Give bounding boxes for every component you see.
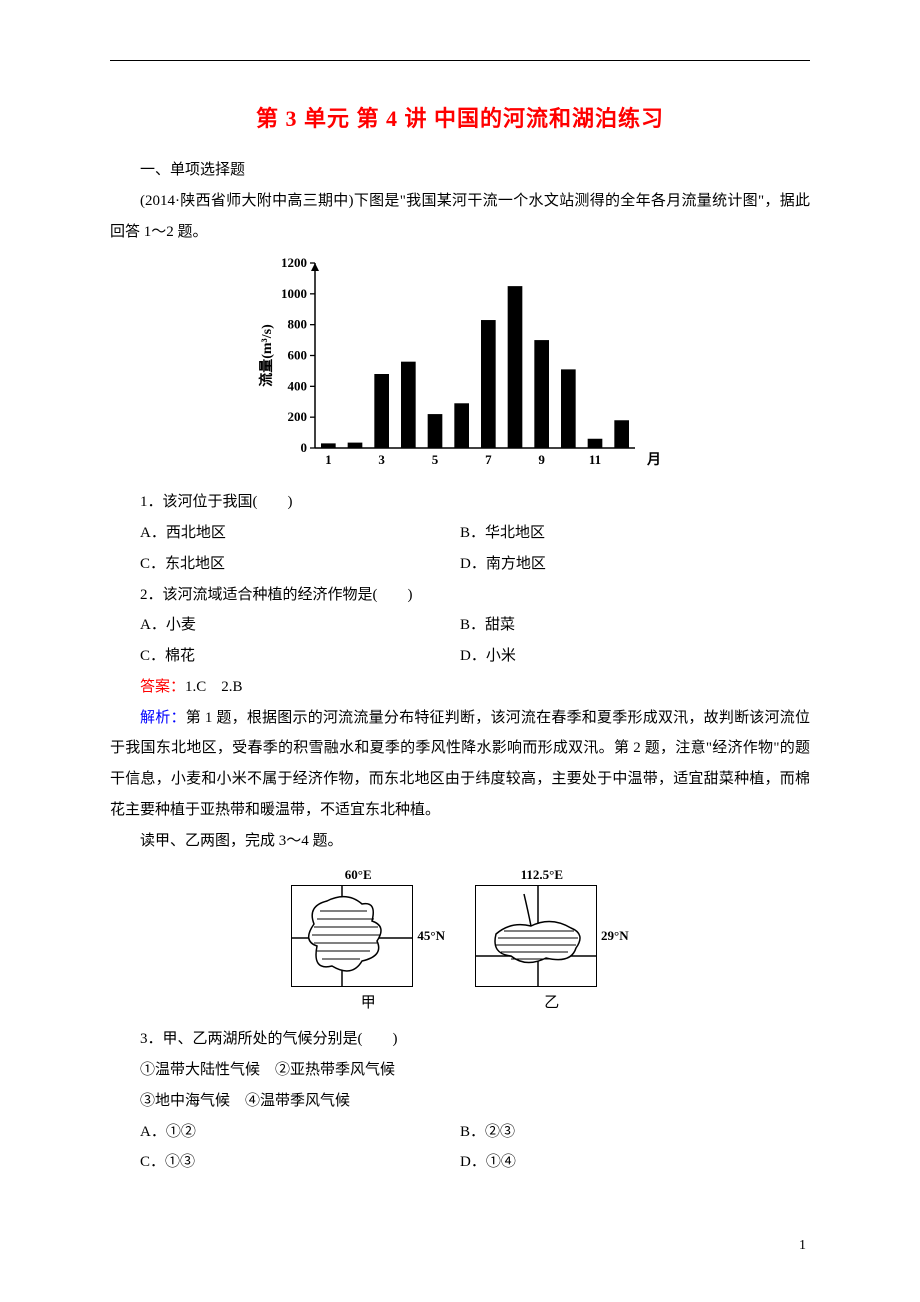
- q1-option-b: B．华北地区: [460, 518, 810, 549]
- svg-text:月: 月: [646, 452, 661, 468]
- q2-options-row1: A．小麦 B．甜菜: [110, 610, 810, 641]
- q2-option-d: D．小米: [460, 641, 810, 672]
- q3-option-b: B．②③: [460, 1117, 810, 1148]
- analysis-text: 第 1 题，根据图示的河流流量分布特征判断，该河流在春季和夏季形成双汛，故判断该…: [110, 710, 810, 818]
- svg-text:0: 0: [301, 440, 308, 455]
- svg-text:1000: 1000: [281, 286, 307, 301]
- q3-line3: ③地中海气候 ④温带季风气候: [110, 1086, 810, 1117]
- map-jia-caption: 甲: [361, 991, 376, 1012]
- chart-container: 0 200 400 600 800 1000 1200 1 3 5 7 9 11 月 流量(m³/s): [110, 255, 810, 477]
- svg-text:1: 1: [325, 452, 332, 467]
- svg-text:9: 9: [538, 452, 545, 467]
- q3-options-row2: C．①③ D．①④: [110, 1147, 810, 1178]
- svg-text:400: 400: [288, 379, 308, 394]
- q1-stem: 1．该河位于我国( ): [110, 487, 810, 518]
- svg-text:800: 800: [288, 317, 308, 332]
- map-jia-lon: 60°E: [345, 867, 372, 883]
- q1-option-c: C．东北地区: [110, 549, 460, 580]
- svg-text:7: 7: [485, 452, 492, 467]
- map-yi: 112.5°E: [475, 867, 629, 1012]
- page-number: 1: [110, 1238, 810, 1254]
- map-yi-lat: 29°N: [601, 928, 629, 944]
- map-container: 60°E: [110, 866, 810, 1012]
- intro-paragraph-1: (2014·陕西省师大附中高三期中)下图是"我国某河干流一个水文站测得的全年各月…: [110, 186, 810, 248]
- answer-text: 1.C 2.B: [185, 679, 243, 695]
- q2-options-row2: C．棉花 D．小米: [110, 641, 810, 672]
- section-heading: 一、单项选择题: [110, 155, 810, 186]
- q1-options-row1: A．西北地区 B．华北地区: [110, 518, 810, 549]
- q3-option-a: A．①②: [110, 1117, 460, 1148]
- q1-option-a: A．西北地区: [110, 518, 460, 549]
- map-jia: 60°E: [291, 867, 445, 1012]
- page: 第 3 单元 第 4 讲 中国的河流和湖泊练习 一、单项选择题 (2014·陕西…: [0, 0, 920, 1294]
- map-yi-lon: 112.5°E: [521, 867, 563, 883]
- answer-label: 答案：: [140, 679, 185, 695]
- intro-paragraph-2: 读甲、乙两图，完成 3～4 题。: [110, 826, 810, 857]
- q3-options-row1: A．①② B．②③: [110, 1117, 810, 1148]
- q2-stem: 2．该河流域适合种植的经济作物是( ): [110, 580, 810, 611]
- document-title: 第 3 单元 第 4 讲 中国的河流和湖泊练习: [110, 101, 810, 133]
- svg-text:3: 3: [378, 452, 385, 467]
- svg-text:流量(m³/s): 流量(m³/s): [258, 324, 275, 387]
- q2-option-c: C．棉花: [110, 641, 460, 672]
- svg-text:5: 5: [432, 452, 439, 467]
- map-yi-caption: 乙: [544, 991, 559, 1012]
- q3-line2: ①温带大陆性气候 ②亚热带季风气候: [110, 1055, 810, 1086]
- map-jia-svg: [291, 885, 413, 987]
- q2-option-b: B．甜菜: [460, 610, 810, 641]
- svg-text:1200: 1200: [281, 255, 307, 270]
- analysis-12: 解析：第 1 题，根据图示的河流流量分布特征判断，该河流在春季和夏季形成双汛，故…: [110, 703, 810, 826]
- q1-options-row2: C．东北地区 D．南方地区: [110, 549, 810, 580]
- svg-text:600: 600: [288, 348, 308, 363]
- map-jia-lat: 45°N: [417, 928, 445, 944]
- q3-option-d: D．①④: [460, 1147, 810, 1178]
- analysis-label: 解析：: [140, 710, 186, 726]
- map-yi-svg: [475, 885, 597, 987]
- q3-stem: 3．甲、乙两湖所处的气候分别是( ): [110, 1024, 810, 1055]
- q3-option-c: C．①③: [110, 1147, 460, 1178]
- answer-12: 答案：1.C 2.B: [110, 672, 810, 703]
- q2-option-a: A．小麦: [110, 610, 460, 641]
- monthly-flow-bar-chart: 0 200 400 600 800 1000 1200 1 3 5 7 9 11 月 流量(m³/s): [257, 255, 663, 472]
- svg-text:200: 200: [288, 409, 308, 424]
- svg-text:11: 11: [589, 452, 601, 467]
- top-rule: [110, 60, 810, 61]
- q1-option-d: D．南方地区: [460, 549, 810, 580]
